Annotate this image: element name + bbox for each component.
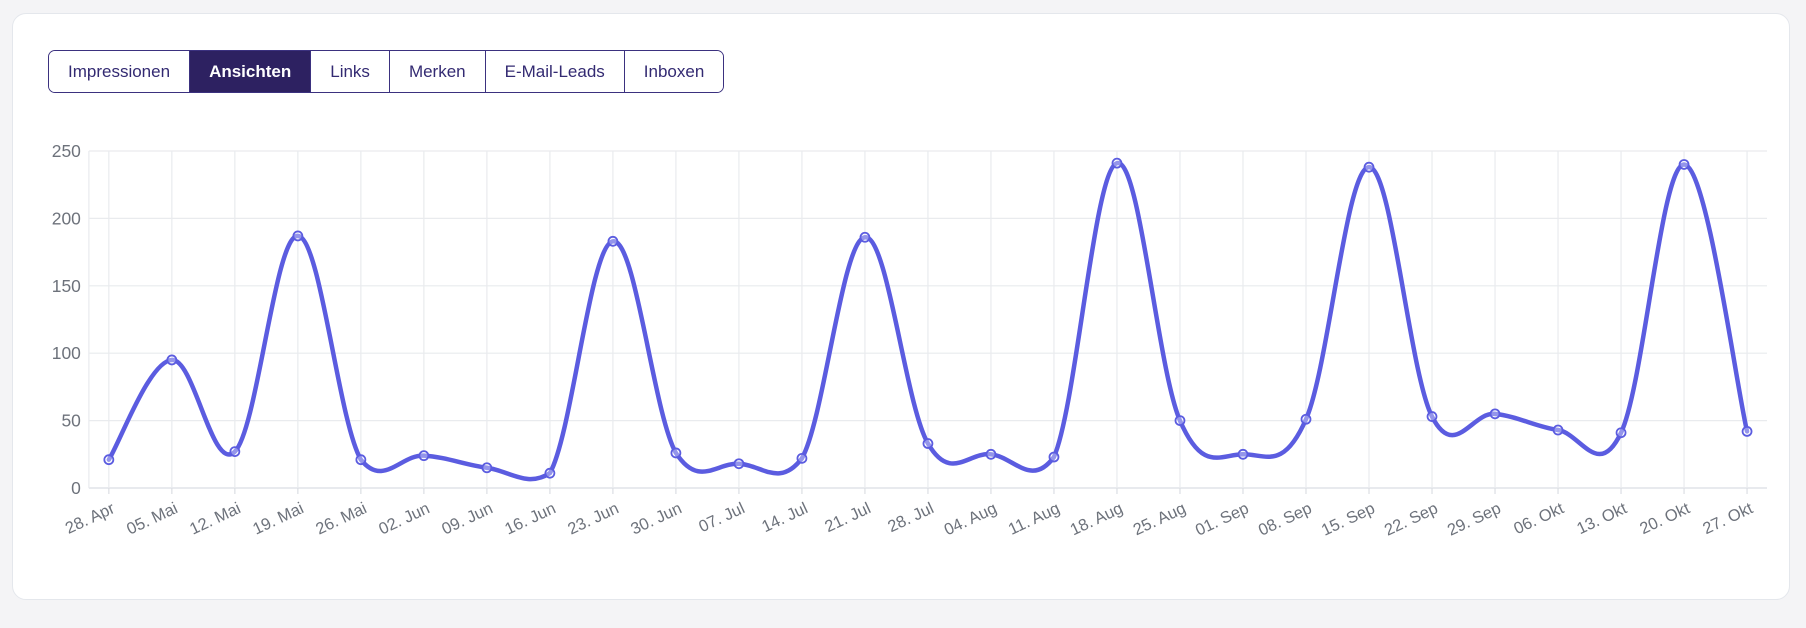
svg-text:150: 150: [52, 276, 81, 296]
svg-text:27. Okt: 27. Okt: [1700, 499, 1756, 538]
analytics-card: Impressionen Ansichten Links Merken E-Mail-L…: [12, 13, 1790, 600]
svg-text:200: 200: [52, 209, 81, 229]
data-point[interactable]: [355, 454, 367, 466]
data-point[interactable]: [1300, 414, 1312, 425]
data-point[interactable]: [1489, 408, 1501, 420]
svg-text:11. Aug: 11. Aug: [1006, 500, 1063, 539]
data-point[interactable]: [1048, 451, 1060, 463]
data-point[interactable]: [1363, 162, 1375, 173]
tab-links[interactable]: Links: [311, 51, 390, 93]
data-point[interactable]: [733, 458, 745, 470]
svg-text:0: 0: [71, 478, 81, 498]
x-axis-labels: 28. Apr 05. Mai 12. Mai 19. Mai 26. Mai 02. J…: [63, 499, 1756, 540]
svg-text:01. Sep: 01. Sep: [1193, 500, 1252, 540]
line-chart-svg: 0 50 100 150 200 250 28. Apr 05. Mai 12. Mai 19. …: [52, 141, 1768, 540]
y-axis-labels: 0 50 100 150 200 250: [52, 141, 81, 498]
tab-e-mail-leads[interactable]: E-Mail-Leads: [485, 51, 625, 93]
tab-impressionen[interactable]: Impressionen: [49, 51, 191, 93]
page-background: Impressionen Ansichten Links Merken E-Mail-L…: [0, 13, 1806, 600]
data-point[interactable]: [1741, 426, 1753, 438]
gridlines: [88, 150, 1768, 495]
svg-text:100: 100: [52, 343, 81, 363]
svg-text:20. Okt: 20. Okt: [1637, 499, 1693, 538]
data-point[interactable]: [796, 453, 808, 464]
svg-text:05. Mai: 05. Mai: [124, 500, 180, 539]
data-point[interactable]: [103, 454, 115, 466]
svg-text:250: 250: [52, 141, 81, 161]
svg-text:30. Jun: 30. Jun: [628, 500, 685, 539]
data-point[interactable]: [1426, 411, 1438, 423]
svg-text:50: 50: [61, 411, 81, 431]
svg-text:07. Jul: 07. Jul: [696, 500, 748, 537]
svg-text:14. Jul: 14. Jul: [759, 500, 811, 537]
data-point[interactable]: [1111, 157, 1123, 169]
data-point[interactable]: [670, 447, 682, 459]
svg-text:02. Jun: 02. Jun: [376, 500, 433, 539]
data-point[interactable]: [418, 450, 430, 462]
svg-text:13. Okt: 13. Okt: [1574, 499, 1630, 538]
views-line-chart: 0 50 100 150 200 250 28. Apr 05. Mai 12. Mai 19. …: [37, 113, 1771, 575]
data-point[interactable]: [544, 468, 556, 479]
data-point[interactable]: [1615, 427, 1627, 439]
svg-text:28. Apr: 28. Apr: [63, 499, 118, 538]
data-point[interactable]: [1552, 424, 1564, 436]
svg-text:26. Mai: 26. Mai: [313, 500, 369, 539]
svg-text:21. Jul: 21. Jul: [822, 500, 874, 537]
svg-text:04. Aug: 04. Aug: [941, 500, 999, 540]
data-point[interactable]: [922, 438, 934, 450]
data-point[interactable]: [1678, 159, 1690, 171]
data-point[interactable]: [1237, 449, 1249, 460]
data-point[interactable]: [1174, 415, 1186, 427]
svg-text:15. Sep: 15. Sep: [1319, 500, 1378, 540]
svg-text:18. Aug: 18. Aug: [1067, 500, 1125, 540]
tab-inboxen[interactable]: Inboxen: [624, 51, 724, 93]
data-point[interactable]: [292, 230, 304, 242]
svg-text:19. Mai: 19. Mai: [250, 500, 306, 539]
data-point[interactable]: [166, 354, 178, 366]
data-point[interactable]: [985, 449, 997, 460]
svg-text:23. Jun: 23. Jun: [565, 500, 622, 539]
svg-text:08. Sep: 08. Sep: [1256, 500, 1315, 540]
svg-text:06. Okt: 06. Okt: [1511, 499, 1567, 538]
data-point[interactable]: [607, 236, 619, 247]
svg-text:09. Jun: 09. Jun: [439, 500, 496, 539]
svg-text:25. Aug: 25. Aug: [1130, 500, 1188, 540]
metric-tabs: Impressionen Ansichten Links Merken E-Mail-L…: [48, 50, 725, 94]
tab-ansichten[interactable]: Ansichten: [190, 51, 312, 93]
data-point[interactable]: [229, 446, 241, 458]
svg-text:22. Sep: 22. Sep: [1382, 500, 1441, 540]
data-point[interactable]: [859, 232, 871, 243]
data-points: [103, 157, 1753, 479]
svg-text:28. Jul: 28. Jul: [885, 500, 937, 537]
tab-merken[interactable]: Merken: [389, 51, 486, 93]
svg-text:16. Jun: 16. Jun: [502, 500, 559, 539]
svg-text:12. Mai: 12. Mai: [187, 500, 243, 539]
svg-text:29. Sep: 29. Sep: [1445, 500, 1504, 540]
data-point[interactable]: [481, 462, 493, 474]
